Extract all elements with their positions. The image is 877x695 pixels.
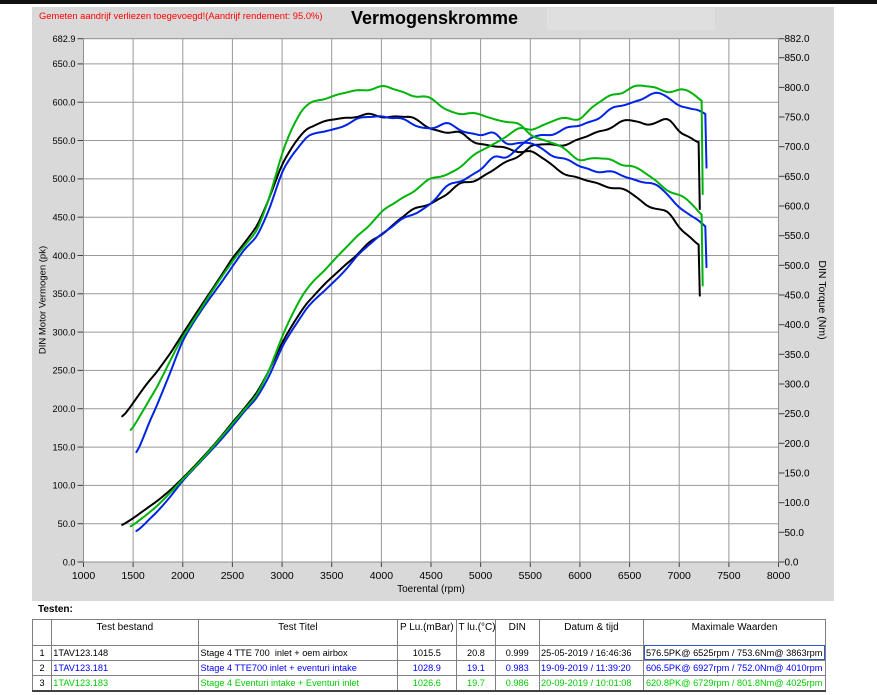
svg-text:600.0: 600.0 (785, 202, 810, 213)
svg-text:6000: 6000 (568, 570, 592, 582)
svg-text:700.0: 700.0 (785, 142, 810, 153)
svg-text:150.0: 150.0 (53, 442, 76, 452)
svg-text:550.0: 550.0 (785, 231, 810, 242)
svg-text:4500: 4500 (419, 570, 443, 582)
svg-text:250.0: 250.0 (785, 409, 810, 420)
svg-text:4000: 4000 (370, 570, 394, 582)
svg-text:300.0: 300.0 (53, 327, 76, 337)
svg-text:650.0: 650.0 (785, 172, 810, 183)
svg-text:400.0: 400.0 (53, 251, 76, 261)
svg-text:0.0: 0.0 (785, 558, 799, 569)
svg-text:6500: 6500 (618, 570, 642, 582)
svg-text:100.0: 100.0 (53, 481, 76, 491)
svg-text:650.0: 650.0 (53, 59, 76, 69)
svg-text:DIN Motor Vermogen (pk): DIN Motor Vermogen (pk) (38, 246, 49, 354)
svg-text:800.0: 800.0 (785, 83, 810, 94)
svg-text:50.0: 50.0 (58, 519, 76, 529)
svg-text:Toerental (rpm): Toerental (rpm) (397, 584, 465, 595)
svg-text:350.0: 350.0 (53, 289, 76, 299)
svg-text:100.0: 100.0 (785, 498, 810, 509)
svg-text:0.0: 0.0 (63, 557, 76, 567)
svg-text:3000: 3000 (270, 570, 294, 582)
svg-text:600.0: 600.0 (53, 98, 76, 108)
svg-text:3500: 3500 (320, 570, 344, 582)
svg-text:350.0: 350.0 (785, 350, 810, 361)
svg-text:2500: 2500 (221, 570, 245, 582)
svg-text:1500: 1500 (121, 570, 145, 582)
svg-text:850.0: 850.0 (785, 53, 810, 64)
svg-text:DIN Torque (Nm): DIN Torque (Nm) (816, 260, 828, 339)
svg-text:550.0: 550.0 (53, 136, 76, 146)
svg-text:7500: 7500 (717, 570, 741, 582)
svg-text:500.0: 500.0 (785, 261, 810, 272)
svg-text:682.9: 682.9 (53, 34, 76, 44)
svg-text:300.0: 300.0 (785, 380, 810, 391)
svg-text:50.0: 50.0 (785, 528, 805, 539)
svg-text:1000: 1000 (72, 570, 96, 582)
svg-text:2000: 2000 (171, 570, 195, 582)
svg-text:200.0: 200.0 (53, 404, 76, 414)
svg-text:5000: 5000 (469, 570, 493, 582)
svg-text:750.0: 750.0 (785, 113, 810, 124)
svg-text:500.0: 500.0 (53, 174, 76, 184)
svg-text:200.0: 200.0 (785, 439, 810, 450)
svg-text:400.0: 400.0 (785, 320, 810, 331)
svg-text:8000: 8000 (767, 570, 791, 582)
svg-text:882.0: 882.0 (785, 34, 810, 45)
svg-text:150.0: 150.0 (785, 469, 810, 480)
svg-text:5500: 5500 (519, 570, 543, 582)
svg-text:250.0: 250.0 (53, 366, 76, 376)
svg-text:450.0: 450.0 (53, 213, 76, 223)
svg-text:450.0: 450.0 (785, 291, 810, 302)
svg-text:7000: 7000 (668, 570, 692, 582)
